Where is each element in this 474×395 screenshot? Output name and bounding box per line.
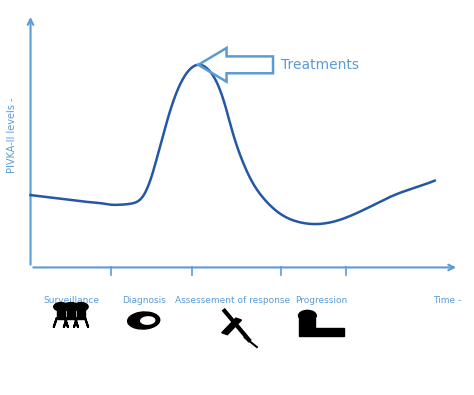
- Ellipse shape: [141, 317, 155, 324]
- Bar: [77, 308, 85, 319]
- Bar: [56, 308, 65, 319]
- Text: PIVKA-II levels -: PIVKA-II levels -: [7, 97, 18, 173]
- Circle shape: [54, 303, 68, 311]
- Circle shape: [64, 303, 78, 311]
- Ellipse shape: [128, 312, 160, 329]
- Circle shape: [74, 303, 88, 311]
- Text: Treatments: Treatments: [281, 58, 359, 72]
- Bar: [222, 318, 241, 335]
- Text: Time -: Time -: [433, 296, 461, 305]
- Text: Surveillance: Surveillance: [43, 296, 99, 305]
- Text: Diagnosis: Diagnosis: [122, 296, 165, 305]
- Text: Assessement of response: Assessement of response: [175, 296, 290, 305]
- Bar: [67, 308, 75, 319]
- Bar: [299, 328, 344, 336]
- Text: Progression: Progression: [295, 296, 347, 305]
- Bar: [299, 318, 316, 328]
- Circle shape: [299, 310, 316, 321]
